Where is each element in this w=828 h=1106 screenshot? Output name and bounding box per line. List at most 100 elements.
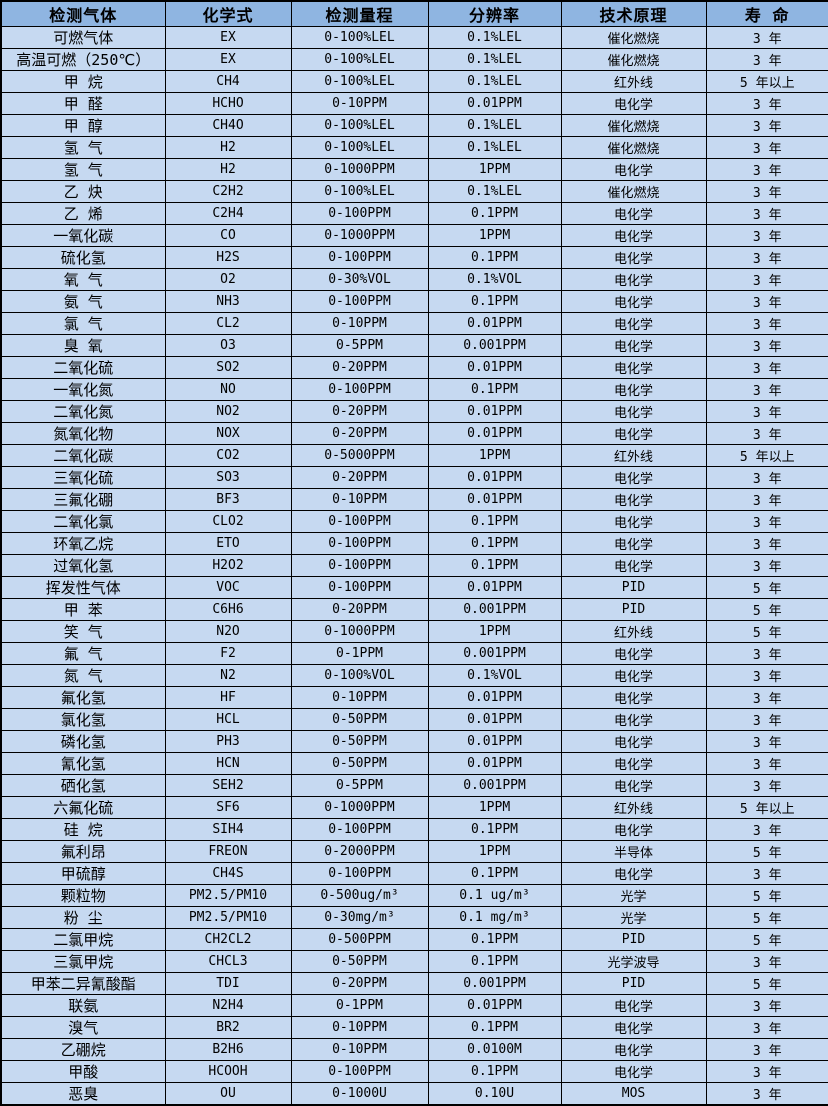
cell-principle: 电化学 — [560, 202, 707, 225]
cell-resolution: 0.01PPM — [427, 708, 562, 731]
cell-resolution: 0.1%LEL — [427, 114, 562, 137]
cell-resolution: 0.01PPM — [427, 92, 562, 115]
cell-principle: 电化学 — [560, 466, 707, 489]
table-row: 粉 尘 PM2.5/PM10 0-30mg/m³ 0.1 mg/m³ 光学 5 年 — [0, 906, 828, 929]
cell-gas: 一氧化氮 — [0, 378, 166, 401]
cell-formula: H2O2 — [164, 554, 292, 577]
cell-lifespan: 3 年 — [705, 752, 828, 775]
header-row: 检测气体 化学式 检测量程 分辨率 技术原理寿 命 — [0, 0, 828, 27]
cell-range: 0-10PPM — [290, 1016, 429, 1039]
cell-formula: SEH2 — [164, 774, 292, 797]
cell-formula: CO2 — [164, 444, 292, 467]
table-row: 一氧化氮 NO 0-100PPM 0.1PPM 电化学 3 年 — [0, 378, 828, 401]
cell-range: 0-5000PPM — [290, 444, 429, 467]
cell-range: 0-1000PPM — [290, 158, 429, 181]
table-row: 甲 烷 CH4 0-100%LEL 0.1%LEL 红外线 5 年以上 — [0, 70, 828, 93]
cell-resolution: 0.0100M — [427, 1038, 562, 1061]
cell-principle: 催化燃烧 — [560, 136, 707, 159]
cell-formula: H2 — [164, 158, 292, 181]
cell-formula: SO2 — [164, 356, 292, 379]
cell-lifespan: 3 年 — [705, 642, 828, 665]
cell-principle: 电化学 — [560, 664, 707, 687]
cell-resolution: 0.01PPM — [427, 576, 562, 599]
cell-gas: 氨 气 — [0, 290, 166, 313]
cell-lifespan: 3 年 — [705, 290, 828, 313]
cell-range: 0-100%LEL — [290, 48, 429, 71]
cell-range: 0-1000PPM — [290, 796, 429, 819]
cell-principle: 电化学 — [560, 158, 707, 181]
cell-principle: 催化燃烧 — [560, 114, 707, 137]
cell-gas: 氮氧化物 — [0, 422, 166, 445]
cell-formula: PH3 — [164, 730, 292, 753]
table-row: 氰化氢 HCN 0-50PPM 0.01PPM 电化学 3 年 — [0, 752, 828, 775]
cell-principle: 电化学 — [560, 422, 707, 445]
cell-lifespan: 3 年 — [705, 92, 828, 115]
cell-gas: 三氯甲烷 — [0, 950, 166, 973]
cell-principle: 电化学 — [560, 862, 707, 885]
cell-gas: 六氟化硫 — [0, 796, 166, 819]
cell-gas: 二氯甲烷 — [0, 928, 166, 951]
cell-principle: 电化学 — [560, 774, 707, 797]
cell-lifespan: 3 年 — [705, 708, 828, 731]
cell-resolution: 0.1PPM — [427, 510, 562, 533]
cell-principle: 电化学 — [560, 708, 707, 731]
cell-principle: 电化学 — [560, 378, 707, 401]
cell-resolution: 0.1PPM — [427, 246, 562, 269]
cell-formula: CH4O — [164, 114, 292, 137]
table-row: 氮氧化物 NOX 0-20PPM 0.01PPM 电化学 3 年 — [0, 422, 828, 445]
cell-principle: 催化燃烧 — [560, 180, 707, 203]
cell-lifespan: 3 年 — [705, 510, 828, 533]
cell-range: 0-20PPM — [290, 972, 429, 995]
cell-principle: 电化学 — [560, 752, 707, 775]
cell-principle: 半导体 — [560, 840, 707, 863]
cell-gas: 磷化氢 — [0, 730, 166, 753]
cell-principle: PID — [560, 598, 707, 621]
table-row: 氯 气 CL2 0-10PPM 0.01PPM 电化学 3 年 — [0, 312, 828, 335]
cell-range: 0-2000PPM — [290, 840, 429, 863]
table-row: 甲 醛 HCHO 0-10PPM 0.01PPM 电化学 3 年 — [0, 92, 828, 115]
cell-resolution: 0.1PPM — [427, 818, 562, 841]
cell-formula: TDI — [164, 972, 292, 995]
cell-formula: PM2.5/PM10 — [164, 884, 292, 907]
cell-gas: 颗粒物 — [0, 884, 166, 907]
cell-principle: 电化学 — [560, 334, 707, 357]
cell-resolution: 1PPM — [427, 840, 562, 863]
cell-principle: 电化学 — [560, 532, 707, 555]
cell-resolution: 0.001PPM — [427, 972, 562, 995]
table-row: 可燃气体 EX 0-100%LEL 0.1%LEL 催化燃烧 3 年 — [0, 26, 828, 49]
cell-gas: 笑 气 — [0, 620, 166, 643]
cell-formula: NH3 — [164, 290, 292, 313]
table-row: 臭 氧 O3 0-5PPM 0.001PPM 电化学 3 年 — [0, 334, 828, 357]
cell-principle: 电化学 — [560, 488, 707, 511]
cell-principle: 电化学 — [560, 1060, 707, 1083]
cell-principle: 电化学 — [560, 1038, 707, 1061]
cell-lifespan: 5 年 — [705, 906, 828, 929]
cell-lifespan: 3 年 — [705, 1060, 828, 1083]
cell-resolution: 0.1PPM — [427, 950, 562, 973]
cell-resolution: 0.1PPM — [427, 554, 562, 577]
cell-lifespan: 5 年以上 — [705, 796, 828, 819]
cell-lifespan: 5 年 — [705, 576, 828, 599]
cell-range: 0-1000U — [290, 1082, 429, 1106]
cell-lifespan: 3 年 — [705, 356, 828, 379]
cell-formula: NO — [164, 378, 292, 401]
cell-range: 0-100PPM — [290, 290, 429, 313]
cell-principle: 电化学 — [560, 224, 707, 247]
cell-formula: N2O — [164, 620, 292, 643]
cell-gas: 氧 气 — [0, 268, 166, 291]
cell-resolution: 0.1PPM — [427, 862, 562, 885]
cell-gas: 氟 气 — [0, 642, 166, 665]
cell-gas: 甲酸 — [0, 1060, 166, 1083]
column-header-formula: 化学式 — [164, 0, 292, 27]
cell-formula: SIH4 — [164, 818, 292, 841]
cell-formula: CH4 — [164, 70, 292, 93]
cell-gas: 氯 气 — [0, 312, 166, 335]
table-row: 乙 炔 C2H2 0-100%LEL 0.1%LEL 催化燃烧 3 年 — [0, 180, 828, 203]
table-row: 环氧乙烷 ETO 0-100PPM 0.1PPM 电化学 3 年 — [0, 532, 828, 555]
cell-gas: 甲 醇 — [0, 114, 166, 137]
cell-range: 0-1PPM — [290, 994, 429, 1017]
table-row: 氟化氢 HF 0-10PPM 0.01PPM 电化学 3 年 — [0, 686, 828, 709]
cell-principle: 电化学 — [560, 400, 707, 423]
cell-resolution: 0.1%LEL — [427, 70, 562, 93]
cell-resolution: 0.1 mg/m³ — [427, 906, 562, 929]
